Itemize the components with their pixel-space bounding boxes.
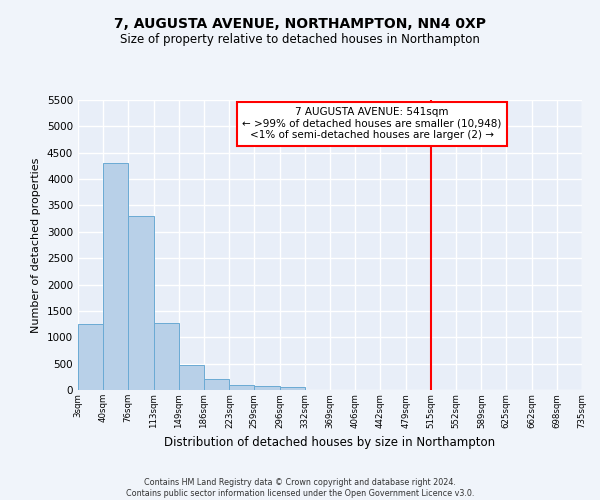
Bar — [179, 364, 204, 390]
Y-axis label: Number of detached properties: Number of detached properties — [31, 158, 41, 332]
Text: Size of property relative to detached houses in Northampton: Size of property relative to detached ho… — [120, 32, 480, 46]
Bar — [254, 386, 280, 390]
Bar — [229, 386, 254, 390]
Text: Distribution of detached houses by size in Northampton: Distribution of detached houses by size … — [164, 436, 496, 449]
Text: 7, AUGUSTA AVENUE, NORTHAMPTON, NN4 0XP: 7, AUGUSTA AVENUE, NORTHAMPTON, NN4 0XP — [114, 18, 486, 32]
Bar — [103, 164, 128, 390]
Bar — [280, 387, 305, 390]
Text: 7 AUGUSTA AVENUE: 541sqm
← >99% of detached houses are smaller (10,948)
<1% of s: 7 AUGUSTA AVENUE: 541sqm ← >99% of detac… — [242, 107, 502, 140]
Text: Contains public sector information licensed under the Open Government Licence v3: Contains public sector information licen… — [126, 489, 474, 498]
Bar — [154, 322, 179, 390]
Bar — [204, 380, 229, 390]
Bar — [128, 216, 154, 390]
Bar — [78, 324, 103, 390]
Text: Contains HM Land Registry data © Crown copyright and database right 2024.: Contains HM Land Registry data © Crown c… — [144, 478, 456, 487]
